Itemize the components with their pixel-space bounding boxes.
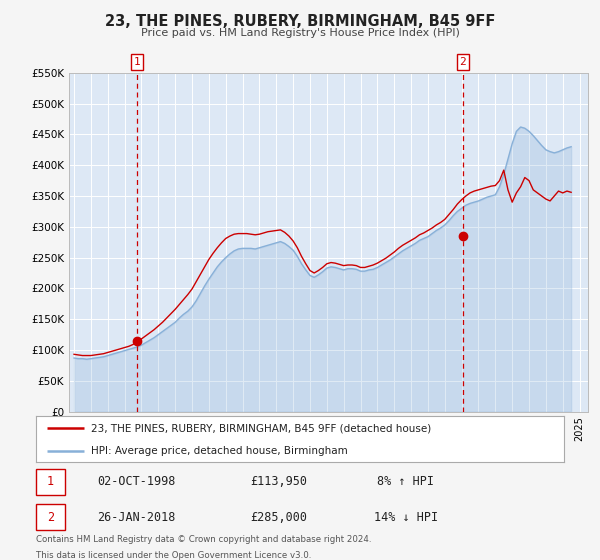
Text: 1: 1 [134, 57, 140, 67]
FancyBboxPatch shape [36, 469, 65, 495]
Text: 2: 2 [460, 57, 466, 67]
Text: 14% ↓ HPI: 14% ↓ HPI [374, 511, 437, 524]
Text: 23, THE PINES, RUBERY, BIRMINGHAM, B45 9FF: 23, THE PINES, RUBERY, BIRMINGHAM, B45 9… [105, 14, 495, 29]
Text: Price paid vs. HM Land Registry's House Price Index (HPI): Price paid vs. HM Land Registry's House … [140, 28, 460, 38]
Text: 8% ↑ HPI: 8% ↑ HPI [377, 475, 434, 488]
FancyBboxPatch shape [36, 504, 65, 530]
Text: HPI: Average price, detached house, Birmingham: HPI: Average price, detached house, Birm… [91, 446, 348, 455]
Text: 2: 2 [47, 511, 54, 524]
Text: 1: 1 [47, 475, 54, 488]
Text: Contains HM Land Registry data © Crown copyright and database right 2024.: Contains HM Land Registry data © Crown c… [36, 535, 371, 544]
Text: 26-JAN-2018: 26-JAN-2018 [97, 511, 176, 524]
Text: £113,950: £113,950 [250, 475, 307, 488]
Text: £285,000: £285,000 [250, 511, 307, 524]
Text: 23, THE PINES, RUBERY, BIRMINGHAM, B45 9FF (detached house): 23, THE PINES, RUBERY, BIRMINGHAM, B45 9… [91, 423, 431, 433]
Text: This data is licensed under the Open Government Licence v3.0.: This data is licensed under the Open Gov… [36, 551, 311, 560]
Text: 02-OCT-1998: 02-OCT-1998 [97, 475, 176, 488]
